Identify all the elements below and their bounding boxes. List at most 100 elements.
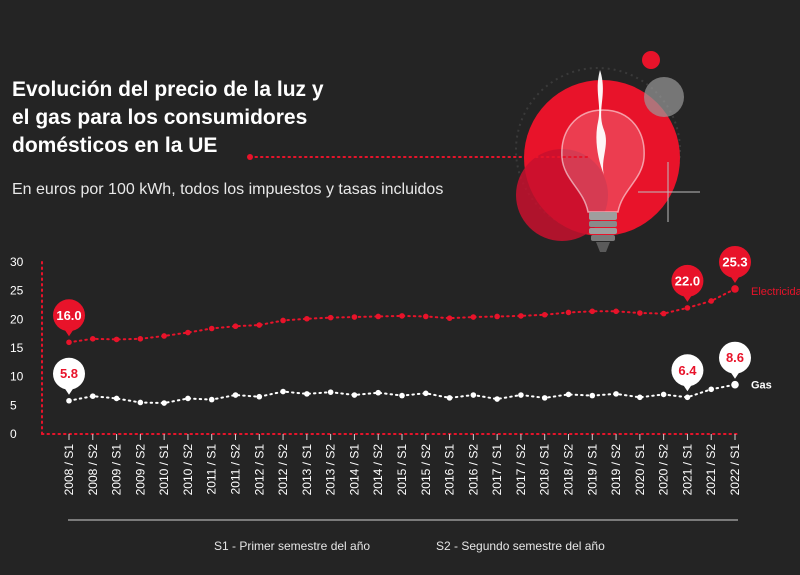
x-tick-label: 2011 / S2 — [229, 444, 243, 495]
x-tick-label: 2009 / S1 — [110, 444, 124, 496]
gas-point — [327, 389, 334, 395]
data-label-text: 22.0 — [675, 273, 700, 288]
electricity-point — [351, 314, 358, 320]
data-label-text: 25.3 — [722, 254, 747, 269]
y-tick-label: 25 — [10, 284, 24, 298]
electricity-point — [399, 313, 405, 319]
gas-series-name: Gas — [751, 380, 772, 392]
electricity-point — [637, 310, 643, 316]
electricity-point — [113, 336, 120, 343]
electricity-point — [494, 313, 500, 320]
gas-point — [422, 390, 429, 397]
gas-point — [446, 395, 453, 401]
electricity-point — [185, 329, 191, 336]
gas-point — [637, 394, 643, 401]
electricity-point — [256, 322, 263, 328]
y-tick-label: 5 — [10, 398, 17, 412]
electricity-point — [375, 313, 382, 320]
gas-point — [375, 389, 382, 396]
y-tick-label: 20 — [10, 312, 24, 326]
footnote-s2: S2 - Segundo semestre del año — [436, 539, 605, 553]
gas-point — [660, 391, 667, 398]
x-tick-label: 2019 / S1 — [585, 444, 599, 496]
gas-point — [137, 399, 144, 406]
electricity-point — [280, 317, 286, 324]
x-tick-label: 2018 / S1 — [538, 444, 552, 496]
x-tick-label: 2021 / S1 — [680, 444, 694, 496]
gas-point — [66, 397, 72, 404]
chart-title: Evolución del precio de la luz y el gas … — [12, 76, 372, 160]
x-tick-label: 2019 / S2 — [609, 444, 623, 496]
y-tick-label: 15 — [10, 341, 24, 355]
gas-point — [280, 388, 286, 395]
x-tick-label: 2017 / S2 — [514, 444, 528, 496]
electricity-series-name: Electricidad — [751, 286, 800, 298]
x-tick-label: 2015 / S1 — [395, 444, 409, 496]
data-label-text: 16.0 — [56, 308, 81, 323]
data-label-text: 8.6 — [726, 350, 744, 365]
electricity-point — [518, 313, 524, 319]
x-tick-label: 2013 / S2 — [324, 444, 338, 496]
gas-point — [113, 395, 120, 402]
y-tick-label: 30 — [10, 255, 24, 269]
gas-point — [541, 395, 548, 401]
gas-data-label: 5.8 — [53, 357, 85, 395]
x-tick-label: 2014 / S1 — [347, 444, 361, 496]
x-tick-label: 2015 / S2 — [419, 444, 433, 496]
electricity-data-label: 22.0 — [671, 264, 704, 302]
x-tick-label: 2020 / S1 — [633, 444, 647, 496]
electricity-point — [613, 308, 619, 315]
gas-point — [351, 392, 358, 398]
x-tick-label: 2010 / S1 — [157, 444, 171, 496]
y-tick-label: 10 — [10, 370, 24, 384]
x-tick-label: 2018 / S2 — [562, 444, 576, 496]
x-tick-label: 2012 / S1 — [252, 444, 266, 496]
x-tick-label: 2020 / S2 — [657, 444, 671, 496]
gas-point — [613, 391, 619, 397]
data-label-text: 6.4 — [678, 363, 697, 378]
chart-title-line: domésticos en la UE — [12, 134, 218, 157]
title-line-dot — [247, 154, 253, 160]
electricity-point — [422, 313, 429, 320]
gas-end-marker — [731, 380, 739, 389]
gas-point — [518, 392, 524, 398]
electricity-point — [565, 309, 572, 316]
gas-point — [208, 396, 215, 403]
electricity-point — [89, 336, 96, 342]
x-tick-label: 2012 / S2 — [276, 444, 290, 496]
dotted-ring — [515, 67, 681, 233]
x-tick-label: 2016 / S2 — [466, 444, 480, 496]
gas-point — [589, 392, 596, 399]
x-tick-label: 2008 / S2 — [86, 444, 100, 496]
x-tick-label: 2014 / S2 — [371, 444, 385, 496]
electricity-point — [446, 315, 453, 321]
electricity-point — [541, 311, 548, 318]
electricity-point — [161, 333, 167, 339]
gas-point — [185, 395, 191, 402]
x-tick-label: 2011 / S1 — [205, 444, 219, 495]
x-tick-label: 2009 / S2 — [133, 444, 147, 496]
electricity-point — [232, 323, 239, 330]
y-tick-label: 0 — [10, 427, 17, 441]
gas-point — [304, 391, 310, 397]
x-tick-label: 2022 / S1 — [728, 444, 742, 496]
chart-title-line: Evolución del precio de la luz y — [12, 78, 324, 101]
chart-subtitle: En euros por 100 kWh, todos los impuesto… — [12, 181, 444, 198]
gas-data-label: 8.6 — [719, 341, 751, 379]
gas-point — [256, 393, 263, 400]
electricity-end-marker — [731, 285, 739, 293]
electricity-point — [708, 298, 715, 304]
x-tick-label: 2017 / S1 — [490, 444, 504, 496]
gas-point — [684, 394, 691, 401]
electricity-data-label: 25.3 — [719, 245, 751, 283]
electricity-data-label: 16.0 — [53, 299, 85, 337]
electricity-point — [660, 310, 667, 317]
gas-point — [161, 400, 167, 406]
x-tick-label: 2013 / S1 — [300, 444, 314, 496]
electricity-point — [589, 308, 596, 315]
electricity-point — [66, 339, 72, 346]
x-tick-label: 2021 / S2 — [704, 444, 718, 496]
gas-point — [232, 392, 239, 398]
